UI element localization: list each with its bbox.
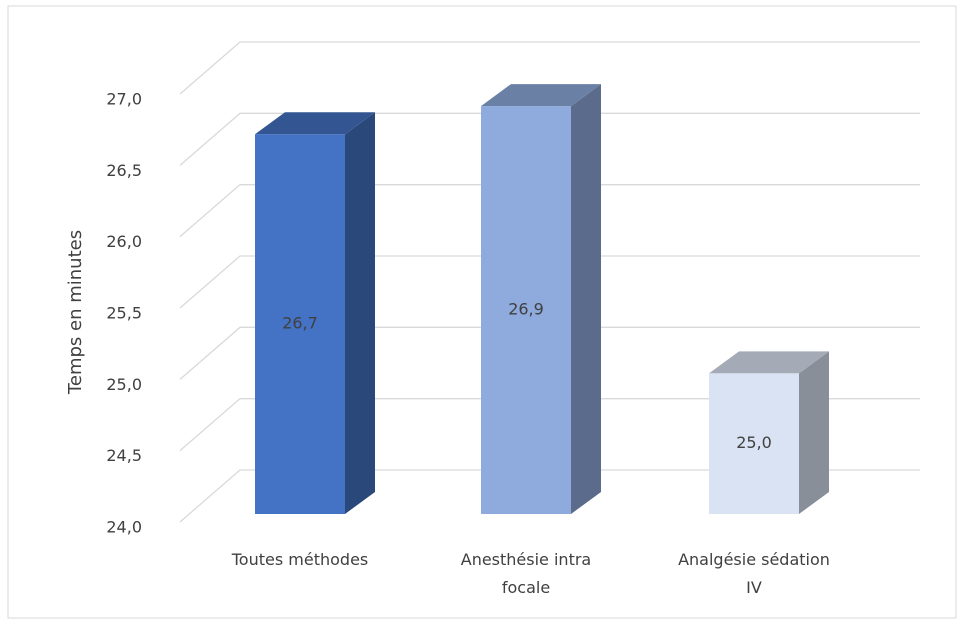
y-tick-label: 25,5 (106, 304, 142, 323)
y-tick-label: 26,0 (106, 232, 142, 251)
data-label: 25,0 (736, 433, 772, 452)
grid-line (179, 112, 920, 166)
y-tick-label: 25,0 (106, 375, 142, 394)
bar-side (799, 351, 829, 514)
bar-side (571, 84, 601, 515)
chart-border (7, 5, 957, 619)
bar (255, 134, 345, 514)
grid-line (179, 398, 920, 452)
y-tick-label: 26,5 (106, 161, 142, 180)
bar-side (345, 112, 375, 514)
y-axis-label: Temps en minutes (65, 230, 86, 395)
x-tick-label: Toutes méthodes (231, 550, 369, 569)
grid-line (179, 255, 920, 309)
y-tick-label: 24,0 (106, 518, 142, 537)
grid-line (179, 326, 920, 380)
y-tick-label: 24,5 (106, 446, 142, 465)
grid-line (179, 184, 920, 238)
data-label: 26,7 (282, 314, 318, 333)
grid-line (179, 469, 920, 523)
bar (709, 373, 799, 514)
grid-line (179, 41, 920, 95)
data-label: 26,9 (508, 300, 544, 319)
x-tick-label: Analgésie sédation IV (678, 550, 830, 597)
y-tick-label: 27,0 (106, 90, 142, 109)
bar-top (481, 84, 601, 107)
bar-top (709, 351, 829, 374)
x-tick-label: Anesthésie intra focale (460, 550, 592, 597)
bar (481, 106, 571, 515)
bar-top (255, 112, 375, 135)
